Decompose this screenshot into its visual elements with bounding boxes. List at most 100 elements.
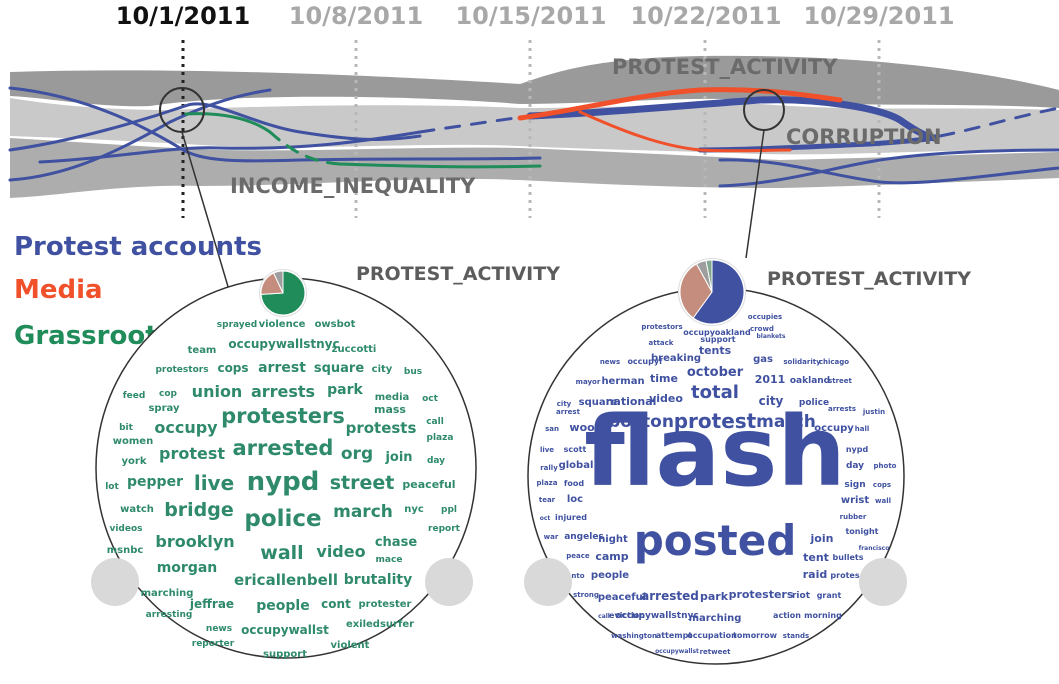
cloud-word: nyc <box>404 504 424 515</box>
cloud-word: mass <box>374 403 406 416</box>
cloud-word: day <box>427 456 445 466</box>
cloud-word: lot <box>105 482 119 492</box>
cloud-word: october <box>687 365 744 380</box>
cloud-word: oct <box>422 394 439 404</box>
cloud-word: news <box>206 624 232 634</box>
cloud-word: spray <box>148 403 179 414</box>
cloud-word: protestors <box>155 365 208 375</box>
grassroot-flow-dashed <box>268 130 342 166</box>
date-label[interactable]: 10/1/2011 <box>116 2 250 30</box>
pie-chart-right <box>678 258 746 326</box>
cloud-word: day <box>846 461 864 471</box>
cloud-word: marching <box>689 613 742 624</box>
handle-right[interactable] <box>425 558 473 606</box>
cloud-word: live <box>194 471 234 495</box>
legend-protest-accounts: Protest accounts <box>14 232 262 262</box>
cloud-word: nypd <box>846 445 869 454</box>
cloud-word: stands <box>783 632 809 640</box>
cloud-word: support <box>263 649 307 660</box>
date-label[interactable]: 10/22/2011 <box>630 2 781 30</box>
cloud-word: videos <box>109 524 142 534</box>
protest-flow-dashed <box>418 114 532 134</box>
cloud-word: union <box>192 382 243 401</box>
cloud-word: retweet <box>700 648 732 656</box>
cloud-word: strong <box>573 591 599 599</box>
handle-left[interactable] <box>524 558 572 606</box>
cloud-word: city <box>372 364 393 375</box>
topic-label-protest-activity: PROTEST_ACTIVITY <box>612 55 838 79</box>
cloud-word: wood <box>569 421 602 434</box>
cloud-word: bit <box>119 423 134 433</box>
protest-flow-main <box>526 96 940 142</box>
cloud-title-right: PROTEST_ACTIVITY <box>767 268 971 290</box>
date-label[interactable]: 10/15/2011 <box>455 2 606 30</box>
cloud-word: cops <box>217 361 248 375</box>
cloud-word: square <box>314 361 364 376</box>
cloud-word: arrested <box>641 589 699 603</box>
cloud-word: street <box>330 472 395 494</box>
date-label[interactable]: 10/8/2011 <box>289 2 423 30</box>
cloud-word: morgan <box>157 560 218 576</box>
cloud-word: global <box>559 460 594 471</box>
stream-band-middle <box>10 98 1059 155</box>
grassroot-flow <box>184 112 272 134</box>
cloud-words-left: sprayed violence owsbotoccupywallstnyczucc… <box>105 319 460 660</box>
cloud-word: call <box>598 613 610 620</box>
cloud-word: wall <box>875 497 891 505</box>
cloud-word: exiledsurfer <box>346 619 414 630</box>
handle-left[interactable] <box>91 558 139 606</box>
cloud-word: rubber <box>840 513 867 521</box>
cloud-word: solidarity <box>783 358 821 366</box>
cloud-word: night <box>598 534 628 545</box>
cloud-word: violence <box>259 319 306 330</box>
cloud-word: sign <box>844 480 865 490</box>
cloud-word: occupies <box>748 313 782 321</box>
cloud-word: occupy <box>154 418 218 437</box>
cloud-word: tear <box>539 496 556 504</box>
cloud-word: bridge <box>164 499 234 521</box>
cloud-word: video <box>316 542 365 561</box>
cloud-word: media <box>375 392 410 403</box>
cloud-word: watch <box>120 504 154 515</box>
cloud-word: pepper <box>127 474 183 490</box>
cloud-word: morning <box>804 611 842 620</box>
cloud-word: camp <box>595 550 628 563</box>
cloud-word: cont <box>321 597 351 611</box>
protest-flow <box>38 130 422 164</box>
cloud-word: street <box>828 377 852 385</box>
protest-flow <box>718 148 1059 188</box>
cloud-word: feed <box>123 391 146 401</box>
cloud-word: people <box>591 570 629 581</box>
pie-slice <box>272 270 284 294</box>
stream-band-bottom <box>10 138 1059 198</box>
protest-flow <box>8 86 542 163</box>
date-label[interactable]: 10/29/2011 <box>803 2 954 30</box>
cloud-word: mayor <box>576 378 601 386</box>
cloud-word: crowd <box>750 325 774 333</box>
cloud-word: plaza <box>537 479 558 487</box>
cloud-word: occupyoakland <box>683 328 751 337</box>
protest-flow-dashed <box>938 106 1059 138</box>
cloud-word: arresting <box>146 610 193 620</box>
cloud-word: city <box>759 394 784 408</box>
legend-grassroot: Grassroot <box>14 321 158 351</box>
cloud-word: war <box>544 533 559 541</box>
cloud-word: brooklyn <box>155 532 234 551</box>
cloud-word: national <box>606 395 657 408</box>
cloud-word: san <box>545 425 559 433</box>
cloud-word: report <box>428 524 461 534</box>
cloud-word: protester <box>359 599 412 610</box>
cloud-word: peaceful <box>402 478 455 491</box>
cloud-word: eviction <box>609 611 645 620</box>
cloud-word: time <box>650 372 678 385</box>
cloud-word: police <box>799 398 829 408</box>
cloud-word: peace <box>566 552 590 560</box>
cloud-word: total <box>691 382 739 403</box>
handle-right[interactable] <box>859 558 907 606</box>
date-guide-lines <box>181 40 881 218</box>
pie-chart-left <box>259 269 307 317</box>
cloud-word: arrests <box>251 382 315 401</box>
legend-media: Media <box>14 275 103 305</box>
cloud-word: cops <box>873 481 891 489</box>
cloud-word: chicago <box>819 358 849 366</box>
